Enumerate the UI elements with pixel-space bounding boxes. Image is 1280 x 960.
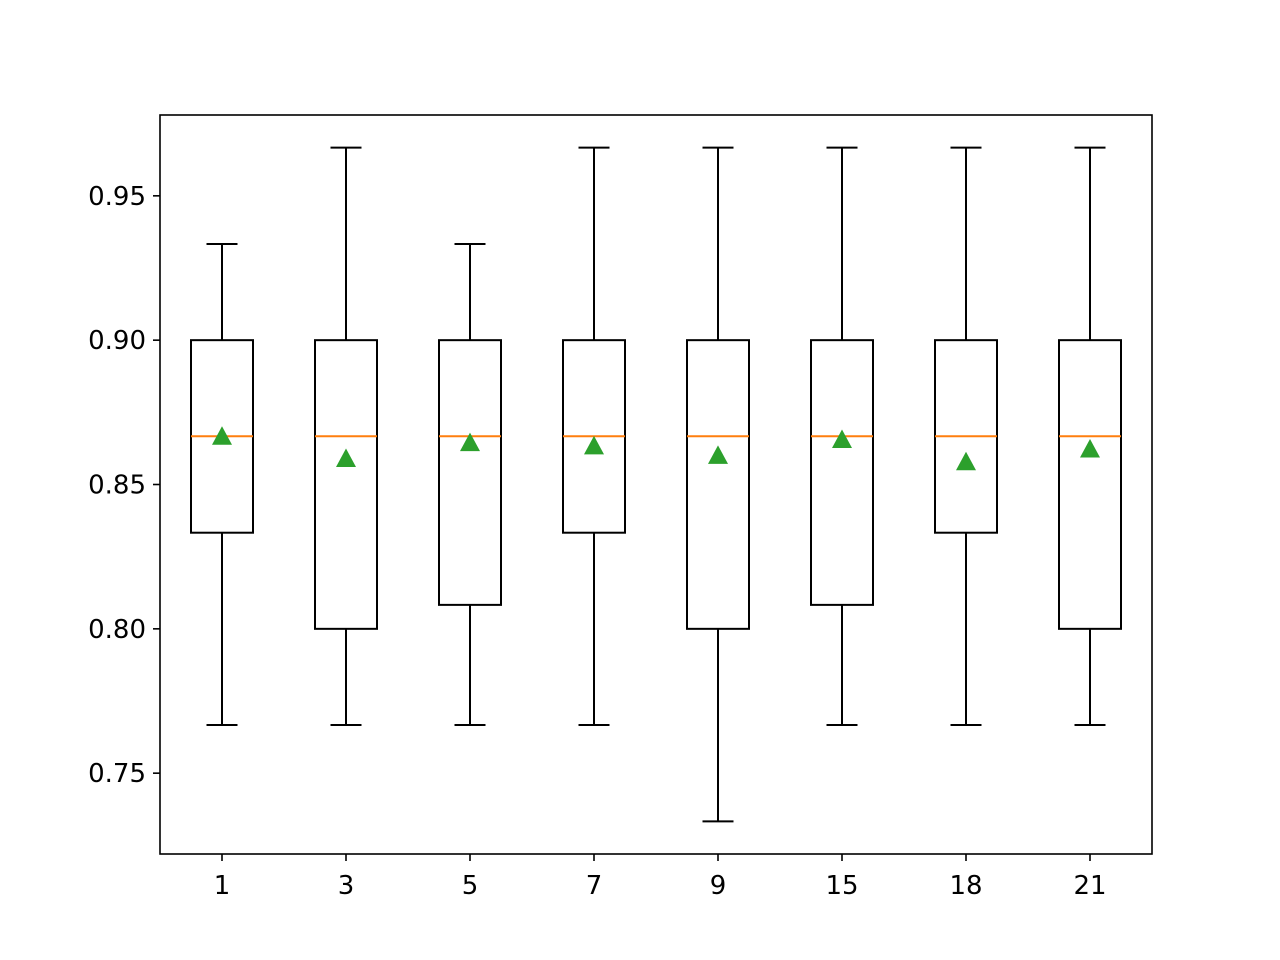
mean-marker <box>336 448 356 468</box>
box <box>1058 339 1122 630</box>
x-tick-label: 18 <box>949 871 982 901</box>
mean-marker <box>212 426 232 445</box>
mean-marker <box>832 429 852 448</box>
box-group-1 <box>190 243 254 726</box>
y-tick-label: 0.95 <box>88 182 146 212</box>
plot-area <box>190 146 1122 823</box>
mean-marker <box>460 432 480 452</box>
box-group-7 <box>562 146 626 726</box>
y-tick-label: 0.90 <box>88 326 146 356</box>
mean-marker <box>584 435 604 455</box>
box-group-15 <box>810 146 874 726</box>
box-group-9 <box>686 146 750 823</box>
box-group-18 <box>934 146 998 726</box>
box-group-21 <box>1058 146 1122 726</box>
x-tick-label: 15 <box>825 871 858 901</box>
x-tick-label: 1 <box>214 871 231 901</box>
box <box>438 339 502 606</box>
x-tick-label: 3 <box>338 871 355 901</box>
box-group-3 <box>314 146 378 726</box>
x-axis: 1 3 5 7 9 15 18 21 <box>214 854 1107 901</box>
y-axis: 0.75 0.80 0.85 0.90 0.95 <box>88 182 160 789</box>
box-group-5 <box>438 243 502 726</box>
x-tick-label: 5 <box>462 871 479 901</box>
box <box>314 339 378 630</box>
box <box>810 339 874 606</box>
y-tick-label: 0.80 <box>88 615 146 645</box>
mean-marker <box>708 445 728 464</box>
x-tick-label: 9 <box>710 871 727 901</box>
mean-marker <box>1080 438 1100 458</box>
y-tick-label: 0.85 <box>88 471 146 501</box>
box <box>686 339 750 630</box>
x-tick-label: 21 <box>1073 871 1106 901</box>
mean-marker <box>956 451 976 471</box>
x-tick-label: 7 <box>586 871 603 901</box>
y-tick-label: 0.75 <box>88 759 146 789</box>
